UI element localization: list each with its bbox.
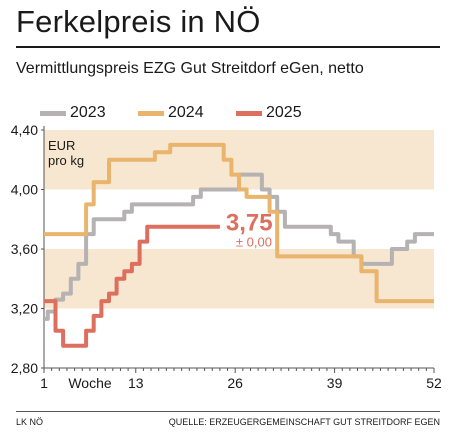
- legend-label-2025: 2025: [266, 104, 302, 121]
- footer-credit: LK NÖ: [16, 417, 44, 427]
- y-tick-label: 3,20: [11, 301, 38, 317]
- series-line-2025: [44, 224, 220, 348]
- series-line-2024: [44, 142, 434, 304]
- title-rule: [16, 46, 440, 48]
- x-tick-label: 52: [426, 375, 442, 391]
- legend-item-2025: 2025: [236, 104, 302, 122]
- unit-label-line2: pro kg: [48, 153, 84, 168]
- legend-item-2023: 2023: [40, 104, 106, 122]
- x-axis-label: Woche: [68, 375, 112, 391]
- x-tick-label: 26: [227, 375, 243, 391]
- y-tick-label: 4,00: [11, 182, 38, 198]
- footer-source: QUELLE: ERZEUGERGEMEINSCHAFT GUT STREITD…: [168, 417, 440, 427]
- chart-subtitle: Vermittlungspreis EZG Gut Streitdorf eGe…: [16, 60, 364, 77]
- legend-swatch-2025: [236, 110, 262, 116]
- unit-label-line1: EUR: [48, 138, 75, 153]
- y-tick-label: 2,80: [11, 360, 38, 376]
- y-tick-label: 3,60: [11, 241, 38, 257]
- footer-rule: [16, 411, 440, 412]
- chart-plot: 2,80 3,20 3,60 4,00 4,40 1 13 26 39 52 Woche EURpro…: [11, 122, 442, 391]
- x-tick-label: 1: [40, 375, 48, 391]
- annotation-value: 3,75: [226, 210, 273, 237]
- annotation-change: ± 0,00: [236, 235, 272, 250]
- legend-label-2023: 2023: [70, 104, 106, 121]
- y-tick-label: 4,40: [11, 122, 38, 138]
- chart-title: Ferkelpreis in NÖ: [16, 4, 261, 39]
- x-tick-label: 39: [327, 375, 343, 391]
- legend-label-2024: 2024: [168, 104, 204, 121]
- x-tick-label: 13: [128, 375, 144, 391]
- legend-swatch-2024: [138, 110, 164, 116]
- legend-item-2024: 2024: [138, 104, 204, 122]
- legend-swatch-2023: [40, 110, 66, 116]
